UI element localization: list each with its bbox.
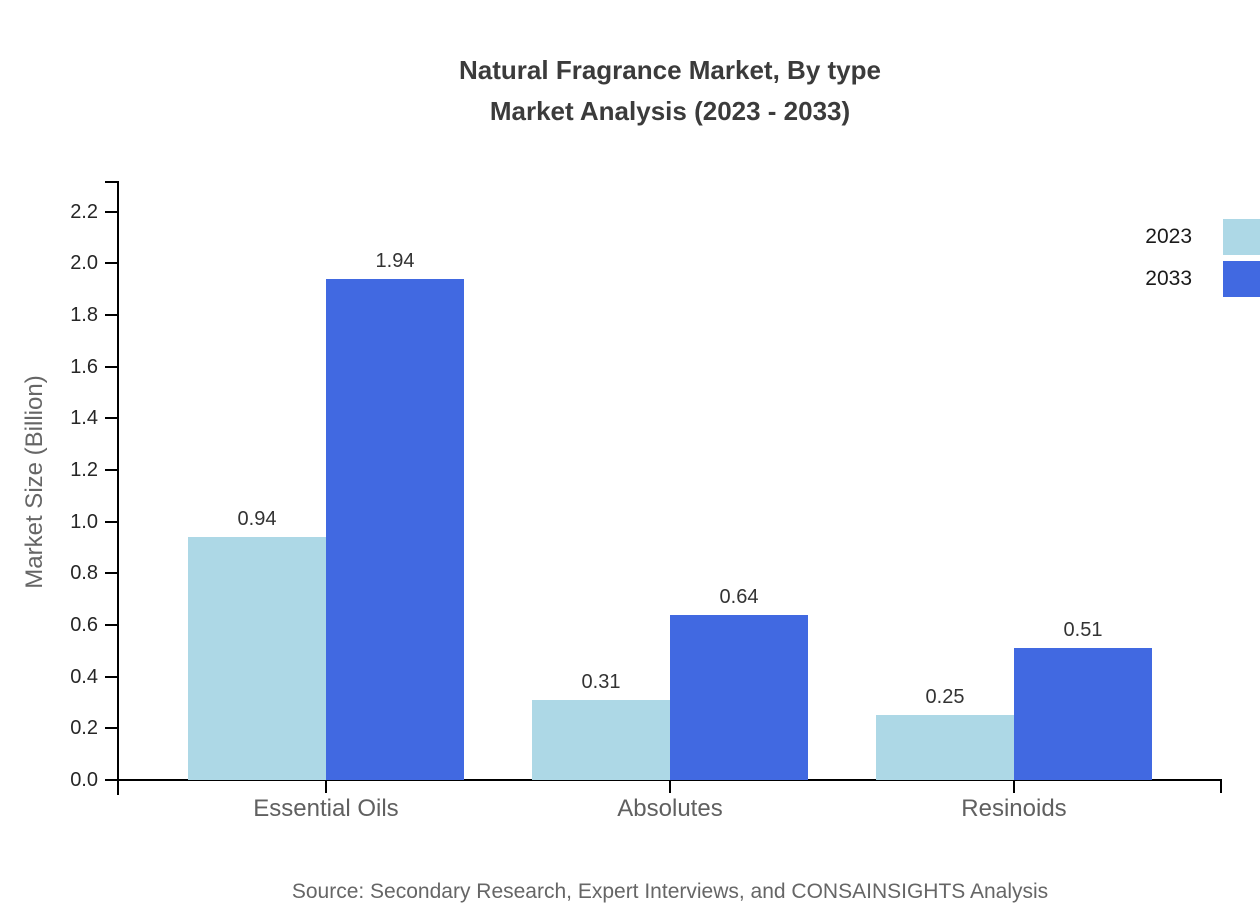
y-axis-tick: [105, 468, 118, 471]
x-category-label-absolutes: Absolutes: [617, 795, 723, 822]
legend-label-2023: 2023: [1145, 225, 1192, 248]
y-tick-label: 0.2: [70, 717, 98, 740]
y-tick-label: 1.0: [70, 510, 98, 533]
x-axis-tick-essential-oils: [325, 780, 327, 793]
bar-value-label-2023-resinoids: 0.25: [925, 686, 965, 708]
y-tick-label: 0.0: [70, 769, 98, 791]
bar-2033-resinoids: [1014, 648, 1152, 780]
chart-title-line1: Natural Fragrance Market, By type: [459, 55, 881, 85]
y-axis-tick: [105, 210, 118, 213]
bar-2033-absolutes: [670, 615, 808, 780]
y-axis-tick: [105, 417, 118, 420]
chart-title-line2: Market Analysis (2023 - 2033): [489, 96, 851, 126]
bar-2023-essential-oils: [188, 537, 326, 780]
y-tick-label: 1.6: [70, 355, 98, 378]
y-tick-label: 1.8: [70, 303, 98, 326]
y-tick-label: 1.4: [70, 407, 98, 430]
y-axis-tick: [105, 313, 118, 316]
y-tick-label: 2.2: [70, 200, 98, 223]
bar-2033-essential-oils: [326, 279, 464, 780]
y-axis-tick: [105, 675, 118, 678]
y-tick-label: 0.8: [70, 562, 98, 585]
bar-value-label-2033-absolutes: 0.64: [719, 586, 759, 608]
y-tick-label: 2.0: [70, 252, 98, 275]
y-axis-tick: [105, 727, 118, 730]
x-axis-tick-resinoids: [1013, 780, 1015, 793]
x-category-label-essential-oils: Essential Oils: [253, 795, 399, 822]
y-axis-tick: [105, 520, 118, 523]
legend-label-2033: 2033: [1145, 267, 1192, 290]
y-axis-tick: [105, 779, 118, 781]
y-axis-tick: [105, 623, 118, 626]
chart-title: Natural Fragrance Market, By type Market…: [80, 50, 1260, 132]
y-tick-label: 0.6: [70, 613, 98, 636]
legend-swatch-2023: [1223, 219, 1260, 255]
bar-2023-resinoids: [876, 715, 1014, 780]
y-tick-label: 1.2: [70, 458, 98, 481]
bar-value-label-2023-essential-oils: 0.94: [237, 508, 277, 530]
x-category-label-resinoids: Resinoids: [961, 795, 1067, 822]
y-axis-top-cap: [105, 181, 118, 183]
y-axis-tick: [105, 262, 118, 265]
bar-value-label-2023-absolutes: 0.31: [581, 671, 621, 693]
bar-value-label-2033-resinoids: 0.51: [1063, 619, 1103, 641]
y-axis-spine: [117, 181, 119, 795]
x-axis-spine: [105, 779, 1222, 781]
source-note: Source: Secondary Research, Expert Inter…: [291, 880, 1049, 903]
bar-value-label-2033-essential-oils: 1.94: [375, 250, 415, 272]
x-axis-tick-absolutes: [669, 780, 671, 793]
y-axis-tick: [105, 572, 118, 575]
y-axis-tick: [105, 365, 118, 368]
bar-2023-absolutes: [532, 700, 670, 780]
y-tick-label: 0.4: [70, 665, 98, 688]
x-axis-right-cap: [1220, 779, 1222, 793]
legend-swatch-2033: [1223, 261, 1260, 297]
